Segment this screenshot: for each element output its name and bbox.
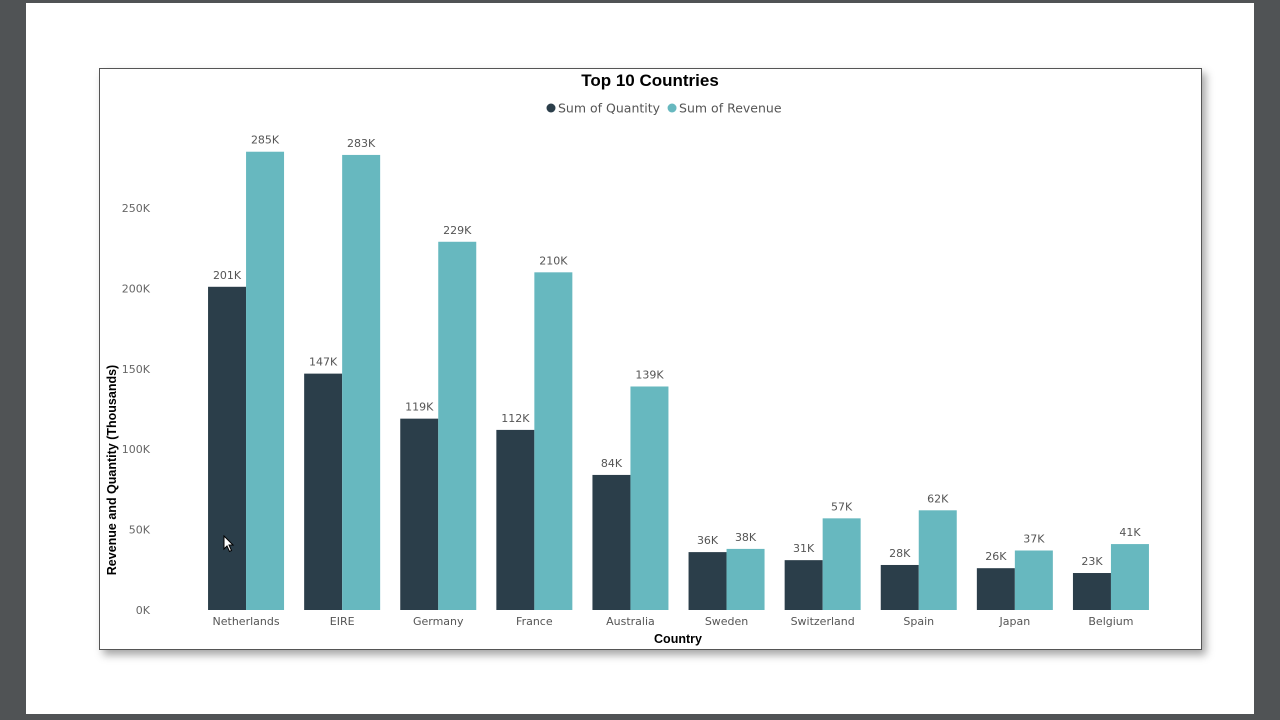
- x-axis: Netherlands EIRE Germany France Australia Swe…: [213, 615, 1134, 628]
- x-category-label: Netherlands: [213, 615, 280, 628]
- bar-revenue[interactable]: [918, 510, 957, 610]
- x-category-label: Sweden: [705, 615, 748, 628]
- y-tick-label: 200K: [122, 282, 151, 295]
- bars: 201K 285K 147K 283K 119K 229K 112K 210K 84K 139K 3…: [208, 134, 1149, 610]
- bar-quantity[interactable]: [208, 286, 247, 610]
- data-label: 112K: [501, 412, 530, 425]
- data-label: 23K: [1081, 555, 1103, 568]
- bar-chart: Top 10 Countries Sum of Quantity Sum of R…: [105, 71, 1149, 646]
- data-label: 38K: [735, 531, 757, 544]
- y-tick-label: 50K: [129, 524, 151, 537]
- data-label: 36K: [697, 534, 719, 547]
- data-label: 119K: [405, 401, 434, 414]
- bar-quantity[interactable]: [400, 418, 439, 610]
- y-tick-label: 0K: [136, 604, 151, 617]
- data-label: 210K: [539, 254, 568, 267]
- bar-revenue[interactable]: [534, 272, 573, 610]
- y-axis-title: Revenue and Quantity (Thousands): [105, 365, 119, 575]
- data-label: 26K: [985, 550, 1007, 563]
- legend: Sum of Quantity Sum of Revenue: [546, 101, 782, 116]
- data-label: 139K: [635, 368, 664, 381]
- top-countries-chart-visual[interactable]: Top 10 Countries Sum of Quantity Sum of R…: [99, 68, 1202, 650]
- x-category-label: Switzerland: [791, 615, 855, 628]
- data-label: 37K: [1023, 533, 1045, 546]
- bar-quantity[interactable]: [784, 560, 823, 610]
- data-label: 31K: [793, 542, 815, 555]
- bar-revenue[interactable]: [438, 241, 477, 610]
- bar-quantity[interactable]: [592, 474, 631, 610]
- bar-revenue[interactable]: [246, 151, 285, 610]
- bar-revenue[interactable]: [1110, 544, 1149, 610]
- x-category-label: Belgium: [1088, 615, 1133, 628]
- legend-marker-1: [667, 103, 677, 113]
- data-label: 84K: [601, 457, 623, 470]
- y-axis: 0K 50K 100K 150K 200K 250K: [122, 202, 151, 617]
- data-label: 62K: [927, 492, 949, 505]
- legend-label-0: Sum of Quantity: [558, 101, 661, 116]
- x-category-label: Japan: [999, 615, 1031, 628]
- bar-revenue[interactable]: [630, 386, 669, 610]
- x-category-label: Germany: [413, 615, 464, 628]
- x-category-label: Spain: [903, 615, 934, 628]
- bar-quantity[interactable]: [880, 564, 919, 610]
- x-axis-title: Country: [654, 632, 702, 646]
- data-label: 28K: [889, 547, 911, 560]
- bar-quantity[interactable]: [1072, 573, 1111, 610]
- y-tick-label: 150K: [122, 363, 151, 376]
- data-label: 41K: [1119, 526, 1141, 539]
- bar-revenue[interactable]: [822, 518, 861, 610]
- data-label: 285K: [251, 134, 280, 147]
- x-category-label: France: [516, 615, 553, 628]
- x-category-label: Australia: [606, 615, 655, 628]
- bar-revenue[interactable]: [1014, 550, 1053, 610]
- data-label: 57K: [831, 500, 853, 513]
- data-label: 283K: [347, 137, 376, 150]
- chart-title: Top 10 Countries: [581, 71, 719, 90]
- bar-quantity[interactable]: [304, 373, 343, 610]
- legend-marker-0: [546, 103, 556, 113]
- legend-label-1: Sum of Revenue: [679, 101, 782, 116]
- y-tick-label: 250K: [122, 202, 151, 215]
- bar-revenue[interactable]: [342, 154, 381, 610]
- bar-quantity[interactable]: [496, 429, 535, 610]
- data-label: 229K: [443, 224, 472, 237]
- y-tick-label: 100K: [122, 443, 151, 456]
- mouse-cursor-icon: [223, 535, 235, 553]
- data-label: 147K: [309, 356, 338, 369]
- x-category-label: EIRE: [330, 615, 355, 628]
- bar-revenue[interactable]: [726, 548, 765, 610]
- bar-quantity[interactable]: [976, 568, 1015, 610]
- bar-quantity[interactable]: [688, 552, 727, 610]
- data-label: 201K: [213, 269, 242, 282]
